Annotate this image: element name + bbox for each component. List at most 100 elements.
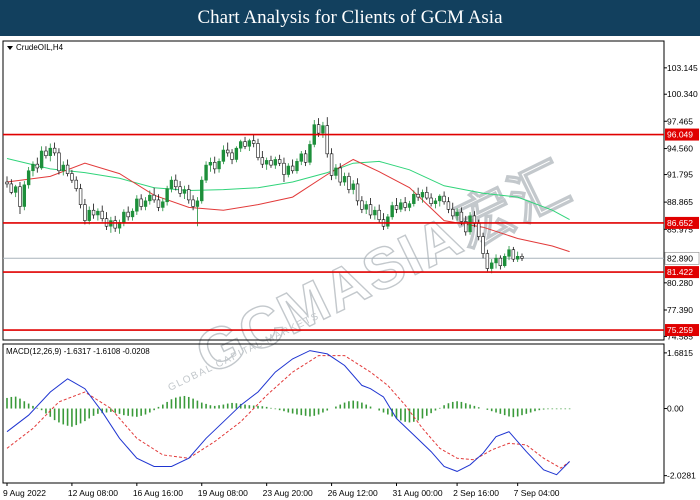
level-tag	[665, 324, 699, 337]
candle-body	[360, 200, 364, 210]
candle-body	[420, 192, 425, 198]
candle-body	[290, 165, 295, 172]
candle-body	[83, 204, 87, 221]
candle-body	[130, 210, 135, 218]
candle-body	[373, 209, 377, 216]
candle-body	[39, 150, 44, 169]
candle-body	[520, 256, 524, 259]
level-tag	[665, 266, 699, 279]
time-axis: 9 Aug 2022 12 Aug 08:00 16 Aug 16:00 19 Aug…	[3, 483, 560, 498]
candle-body	[477, 223, 481, 237]
candle-body	[18, 186, 22, 207]
candle-body	[148, 194, 152, 202]
candle-body	[52, 147, 57, 154]
candle-body	[425, 192, 429, 199]
candle-body	[152, 194, 156, 201]
candle-body	[9, 183, 14, 193]
candle-body	[459, 211, 464, 222]
candle-body	[182, 189, 187, 194]
current-price-tag	[664, 251, 700, 265]
candle-body	[243, 141, 247, 147]
candle-body	[355, 183, 360, 202]
candle-body	[217, 161, 221, 170]
price-panel[interactable]: 103.145 100.340 97.465 94.560 91.795 88.865 85…	[2, 40, 700, 341]
candle-body	[286, 165, 291, 175]
candle-body	[464, 221, 468, 233]
level-tag	[665, 128, 699, 141]
time-tick-label: 26 Aug 12:00	[328, 488, 378, 498]
candle-body	[321, 125, 325, 134]
time-tick-label: 2 Sep 16:00	[453, 488, 499, 498]
header-banner: Chart Analysis for Clients of GCM Asia	[0, 0, 700, 36]
candle-body	[44, 150, 48, 157]
price-frame	[2, 40, 665, 341]
candle-body	[325, 125, 329, 155]
candle-body	[412, 193, 416, 204]
macd-panel[interactable]: 1.6815 0.00 -2.0281 MACD(12,26,9) -1.6317 -…	[2, 343, 696, 484]
candle-body	[490, 262, 494, 269]
candle-body	[74, 179, 78, 189]
candle-body	[377, 209, 381, 220]
symbol-label: CrudeOIL,H4	[16, 43, 64, 52]
candle-body	[208, 161, 213, 166]
candle-body	[399, 202, 403, 210]
page-title: Chart Analysis for Clients of GCM Asia	[197, 7, 503, 28]
candle-body	[169, 179, 174, 189]
candle-body	[481, 236, 485, 254]
candle-body	[174, 179, 178, 188]
price-tick-label: 77.390	[667, 305, 693, 315]
candle-body	[282, 162, 286, 175]
candle-body	[26, 170, 31, 186]
candle-body	[187, 189, 191, 201]
candle-body	[165, 188, 169, 203]
time-tick-label: 7 Sep 04:00	[514, 488, 560, 498]
candle-body	[31, 163, 35, 172]
price-tick-label: 74.585	[667, 331, 693, 341]
candle-body	[78, 188, 83, 205]
macd-tick-label: 0.00	[667, 404, 684, 414]
candle-body	[139, 198, 143, 207]
macd-tick-label: -2.0281	[667, 471, 696, 481]
candle-body	[113, 220, 117, 229]
candle-body	[342, 176, 347, 183]
price-tick-label: 91.795	[667, 170, 693, 180]
candle-body	[455, 211, 459, 217]
price-tick-label: 103.145	[667, 63, 698, 73]
candle-body	[57, 152, 61, 172]
level-tag	[665, 216, 699, 229]
candle-body	[251, 140, 256, 144]
time-tick-label: 16 Aug 16:00	[133, 488, 183, 498]
candle-body	[143, 200, 148, 207]
candle-body	[295, 161, 299, 172]
candle-body	[334, 167, 338, 176]
candle-body	[329, 153, 334, 176]
candle-body	[122, 211, 126, 223]
candle-body	[226, 149, 230, 154]
candle-body	[429, 197, 433, 204]
candle-body	[135, 198, 139, 212]
candle-body	[515, 256, 520, 260]
candle-body	[368, 204, 373, 216]
candle-body	[442, 195, 446, 203]
candle-body	[221, 149, 226, 162]
candle-body	[126, 211, 130, 218]
candle-body	[22, 184, 27, 207]
candle-body	[299, 153, 303, 162]
candle-body	[238, 141, 243, 149]
candle-body	[230, 152, 234, 160]
candle-body	[308, 144, 312, 163]
candle-body	[303, 153, 308, 163]
candle-body	[416, 193, 420, 198]
candle-body	[96, 210, 100, 216]
candle-body	[65, 164, 70, 174]
macd-frame	[2, 343, 665, 484]
candle-body	[100, 210, 104, 220]
candle-body	[451, 209, 455, 217]
candle-body	[494, 257, 498, 264]
candle-body	[386, 216, 390, 227]
time-tick-label: 31 Aug 00:00	[392, 488, 442, 498]
time-tick-label: 9 Aug 2022	[3, 488, 46, 498]
candle-body	[213, 161, 217, 170]
candle-body	[502, 256, 507, 267]
